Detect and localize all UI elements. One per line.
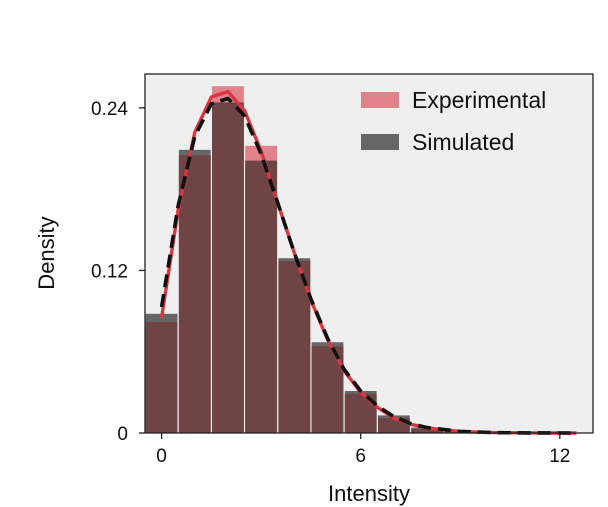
y-axis-ticks: 0 0.12 0.24	[91, 99, 145, 445]
x-axis-ticks: 0 6 12	[156, 433, 570, 467]
fit-curves	[159, 89, 577, 435]
overlap-bars	[145, 102, 576, 433]
bar-overlap	[212, 102, 244, 433]
legend: Experimental Simulated	[361, 87, 546, 155]
bar-overlap	[411, 428, 443, 433]
x-axis-label: Intensity	[328, 481, 410, 506]
x-tick-label: 12	[549, 446, 570, 467]
legend-label-simulated: Simulated	[412, 129, 514, 155]
bar-overlap	[145, 321, 178, 433]
simulated-fit-curve	[159, 96, 577, 435]
x-tick-label: 6	[355, 446, 366, 467]
legend-label-experimental: Experimental	[412, 87, 546, 113]
legend-swatch-simulated	[361, 134, 399, 150]
y-tick-label: 0.12	[91, 261, 128, 282]
y-axis-label: Density	[34, 216, 59, 289]
bar-overlap	[245, 160, 278, 433]
y-tick-label: 0.24	[91, 99, 128, 120]
legend-swatch-experimental	[361, 92, 399, 108]
y-tick-label: 0	[117, 424, 128, 445]
plot-area-frame	[144, 73, 594, 434]
bar-overlap	[178, 155, 211, 433]
x-tick-label: 0	[156, 446, 167, 467]
bar-overlap	[278, 260, 311, 433]
